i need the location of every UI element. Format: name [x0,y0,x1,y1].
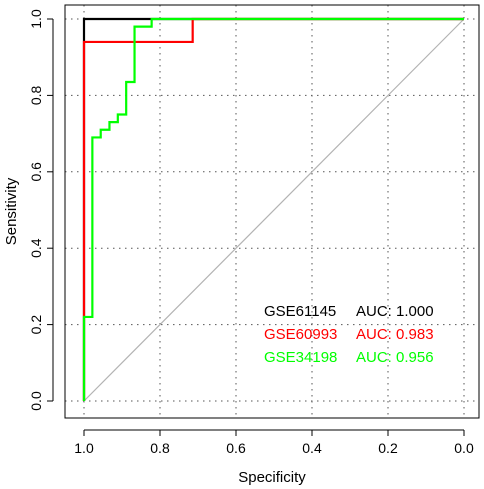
y-axis-title: Sensitivity [3,177,20,245]
x-tick-label: 0.2 [378,440,398,456]
x-tick-label: 0.4 [302,440,322,456]
y-tick-label: 0.8 [28,85,44,105]
y-tick-label: 1.0 [28,9,44,29]
x-tick-label: 0.8 [150,440,170,456]
reference-diagonal-line [83,18,465,402]
x-tick-label: 1.0 [74,440,94,456]
y-tick-label: 0.0 [28,391,44,411]
plot-frame [64,4,480,419]
axes-layer: 1.0 0.8 0.6 0.4 0.2 0.0 0.0 0.2 0.4 0.6 0.8 1.0 [28,9,474,456]
x-tick-label: 0.6 [226,440,246,456]
y-tick-label: 0.2 [28,315,44,335]
legend: GSE61145 AUC: 1.000 GSE60993 AUC: 0.983 GSE3… [264,303,434,366]
legend-auc-label: AUC: 1.000 [356,303,434,320]
x-axis-title: Specificity [238,469,306,486]
series-layer [82,17,464,401]
legend-series-name: GSE61145 [264,303,336,320]
legend-auc-label: AUC: 0.983 [356,326,434,343]
y-tick-label: 0.6 [28,162,44,182]
legend-series-name: GSE60993 [264,326,337,343]
roc-curve-gse34198 [82,17,464,401]
x-tick-label: 0.0 [454,440,474,456]
legend-auc-label: AUC: 0.956 [356,349,434,366]
y-tick-label: 0.4 [28,238,44,258]
legend-series-name: GSE34198 [264,349,337,366]
